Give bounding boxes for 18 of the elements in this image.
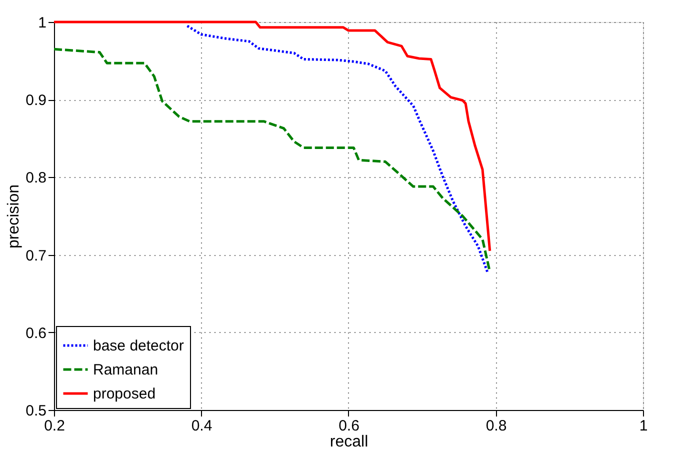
x-tick-label: 0.6 <box>338 418 360 434</box>
x-tick-label: 0.2 <box>44 418 65 434</box>
line-series <box>186 24 489 274</box>
x-tick-label: 0.8 <box>486 418 507 434</box>
y-tick-label: 1 <box>38 14 46 32</box>
line-series <box>52 20 492 252</box>
legend-label: base detector <box>93 338 184 354</box>
y-tick-label: 0.9 <box>26 92 46 110</box>
y-axis-title: precision <box>6 184 23 249</box>
legend-label: Ramanan <box>93 362 158 378</box>
x-tick-label: 0.4 <box>191 418 212 434</box>
x-tick-label: 1 <box>639 418 648 434</box>
y-tick-label: 0.6 <box>26 324 46 342</box>
y-tick-label: 0.5 <box>26 402 46 420</box>
y-tick-label: 0.7 <box>26 247 46 264</box>
legend-label: proposed <box>93 386 156 402</box>
y-tick-label: 0.8 <box>26 170 46 187</box>
x-axis-title: recall <box>330 434 368 450</box>
